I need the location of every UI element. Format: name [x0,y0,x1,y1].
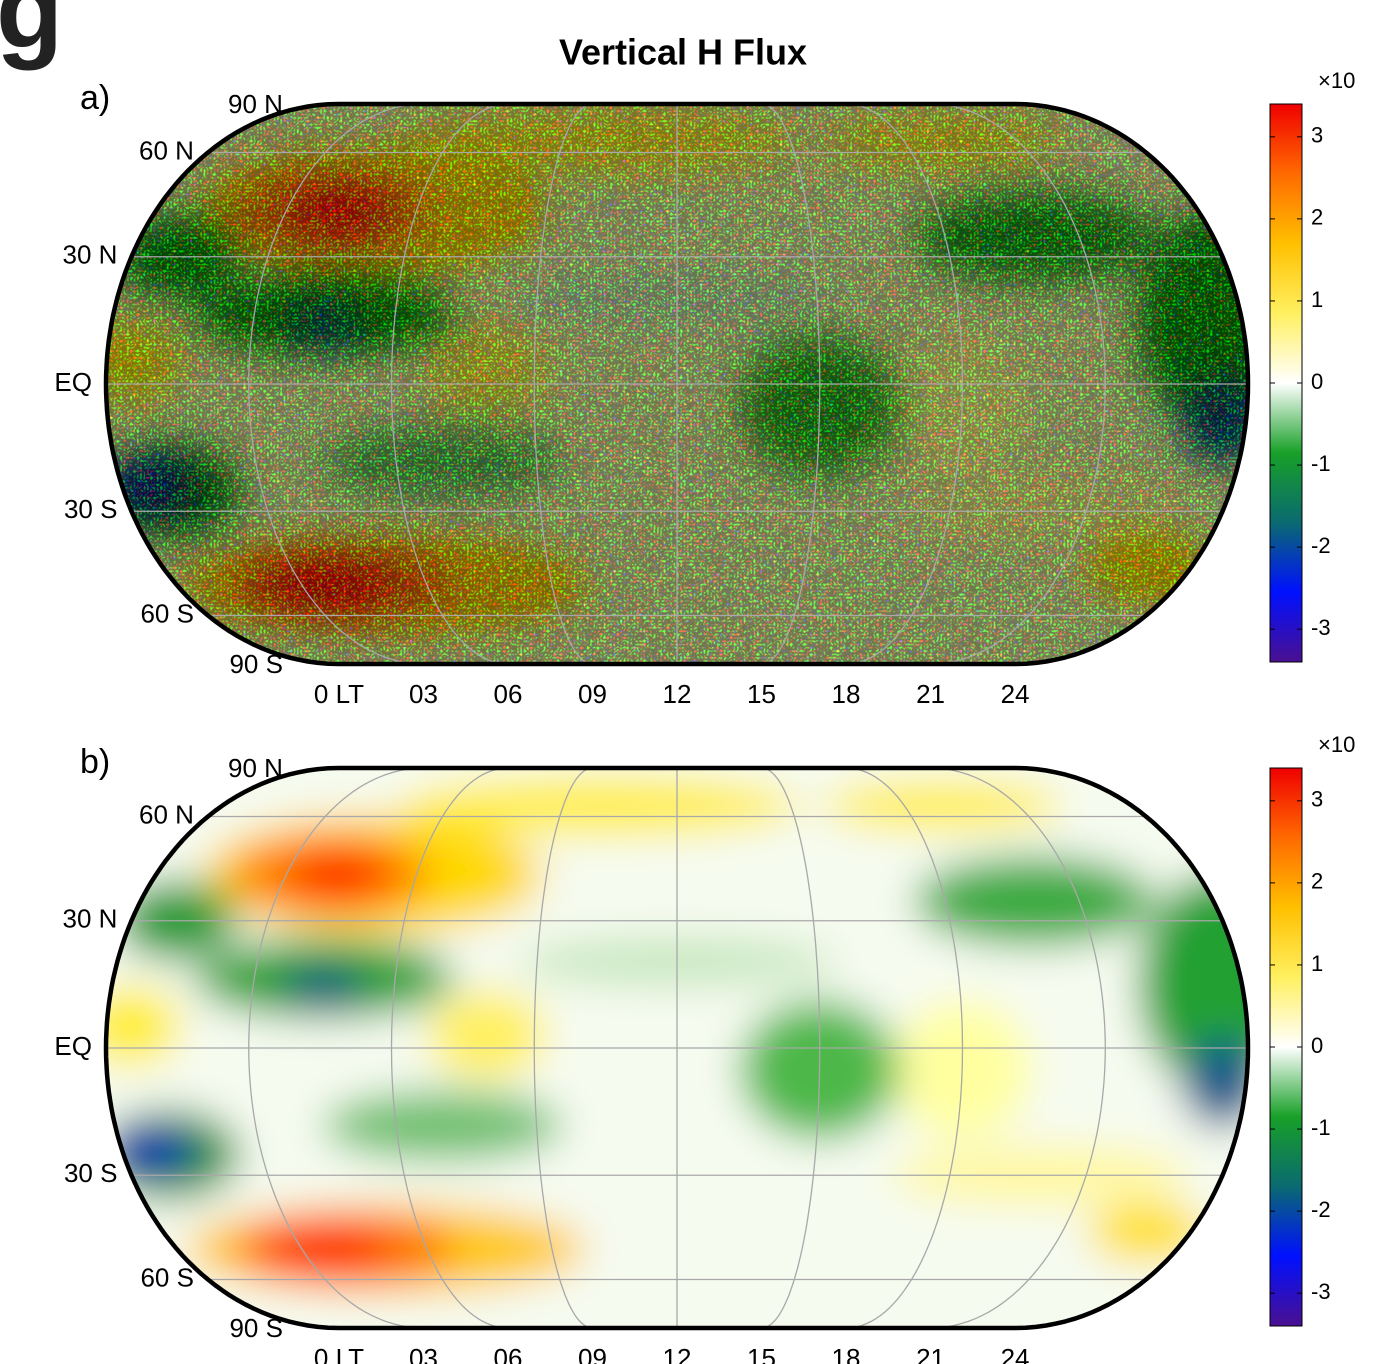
field-feature [1138,209,1248,430]
lat-tick-label: 90 N [228,753,283,783]
colorbar-multiplier: ×10 [1318,732,1355,757]
lt-tick-label: 15 [747,1343,776,1364]
colorbar-tick-label: 0 [1311,1033,1323,1058]
field-feature [322,1090,563,1161]
figure-label: g [0,0,63,71]
lt-tick-label: 24 [1001,1343,1030,1364]
field-feature [257,1226,388,1271]
lt-tick-label: 09 [578,1343,607,1364]
colorbar-tick-label: -3 [1311,1279,1331,1304]
colorbar-tick-label: 1 [1311,287,1323,312]
colorbar-tick-label: -2 [1311,1197,1331,1222]
lt-tick-label: 12 [663,1343,692,1364]
field-feature [914,192,1155,283]
lt-tick-label: 24 [1001,679,1030,709]
field-feature [257,562,388,607]
lt-tick-label: 18 [832,679,861,709]
lat-tick-label: 60 S [140,1262,194,1292]
map-outline [103,765,1251,1331]
field-blobs [106,768,1248,1328]
lt-tick-label: 0 LT [314,679,364,709]
field-feature [426,325,547,416]
lt-tick-label: 03 [409,1343,438,1364]
field-feature [401,111,802,172]
field-feature [283,301,364,346]
lt-tick-label: 06 [494,679,523,709]
figure-title: Vertical H Flux [559,32,807,73]
field-feature [822,780,1063,831]
lat-tick-label: EQ [54,1031,92,1061]
map-outline [103,101,1251,667]
field-feature [1182,1037,1248,1128]
field-feature [288,849,389,900]
field-feature [822,116,1063,167]
field-feature [401,775,802,836]
colorbar-tick-label: 2 [1311,205,1323,230]
colorbar-tick-label: -2 [1311,533,1331,558]
lat-tick-label: 90 N [228,89,283,119]
colorbar-tick-label: -3 [1311,615,1331,640]
panel-label: b) [80,743,110,781]
lt-tick-label: 06 [494,1343,523,1364]
lat-tick-label: 90 S [229,649,283,679]
colorbar-tick-label: 3 [1311,123,1323,148]
lt-tick-label: 15 [747,679,776,709]
lt-tick-label: 21 [916,1343,945,1364]
field-feature [283,965,364,1010]
field-feature [914,856,1155,947]
lt-tick-label: 0 LT [314,1343,364,1364]
lt-tick-label: 03 [409,679,438,709]
lat-tick-label: 30 S [64,494,118,524]
lat-tick-label: EQ [54,367,92,397]
field-feature [322,426,563,497]
field-feature [106,322,181,403]
lt-tick-label: 18 [832,1343,861,1364]
colorbar-tick-label: -1 [1311,1115,1331,1140]
lat-tick-label: 30 N [63,904,118,934]
field-feature [1182,373,1248,464]
lt-tick-label: 12 [663,679,692,709]
lat-tick-label: 60 N [139,799,194,829]
panel-label: a) [80,79,110,117]
colorbar-tick-label: 1 [1311,951,1323,976]
map-field [106,768,1248,1328]
lt-tick-label: 09 [578,679,607,709]
lat-tick-label: 60 N [139,135,194,165]
lat-tick-label: 90 S [229,1313,283,1343]
lat-tick-label: 30 S [64,1158,118,1188]
lat-tick-label: 30 N [63,240,118,270]
colorbar-tick-label: 0 [1311,369,1323,394]
colorbar-tick-label: 3 [1311,787,1323,812]
field-feature [106,986,181,1067]
field-feature [288,185,389,236]
colorbar-multiplier: ×10 [1318,68,1355,93]
field-feature [1138,873,1248,1094]
field-feature [426,989,547,1080]
lt-tick-label: 21 [916,679,945,709]
lat-tick-label: 60 S [140,598,194,628]
colorbar-tick-label: -1 [1311,451,1331,476]
colorbar-tick-label: 2 [1311,869,1323,894]
